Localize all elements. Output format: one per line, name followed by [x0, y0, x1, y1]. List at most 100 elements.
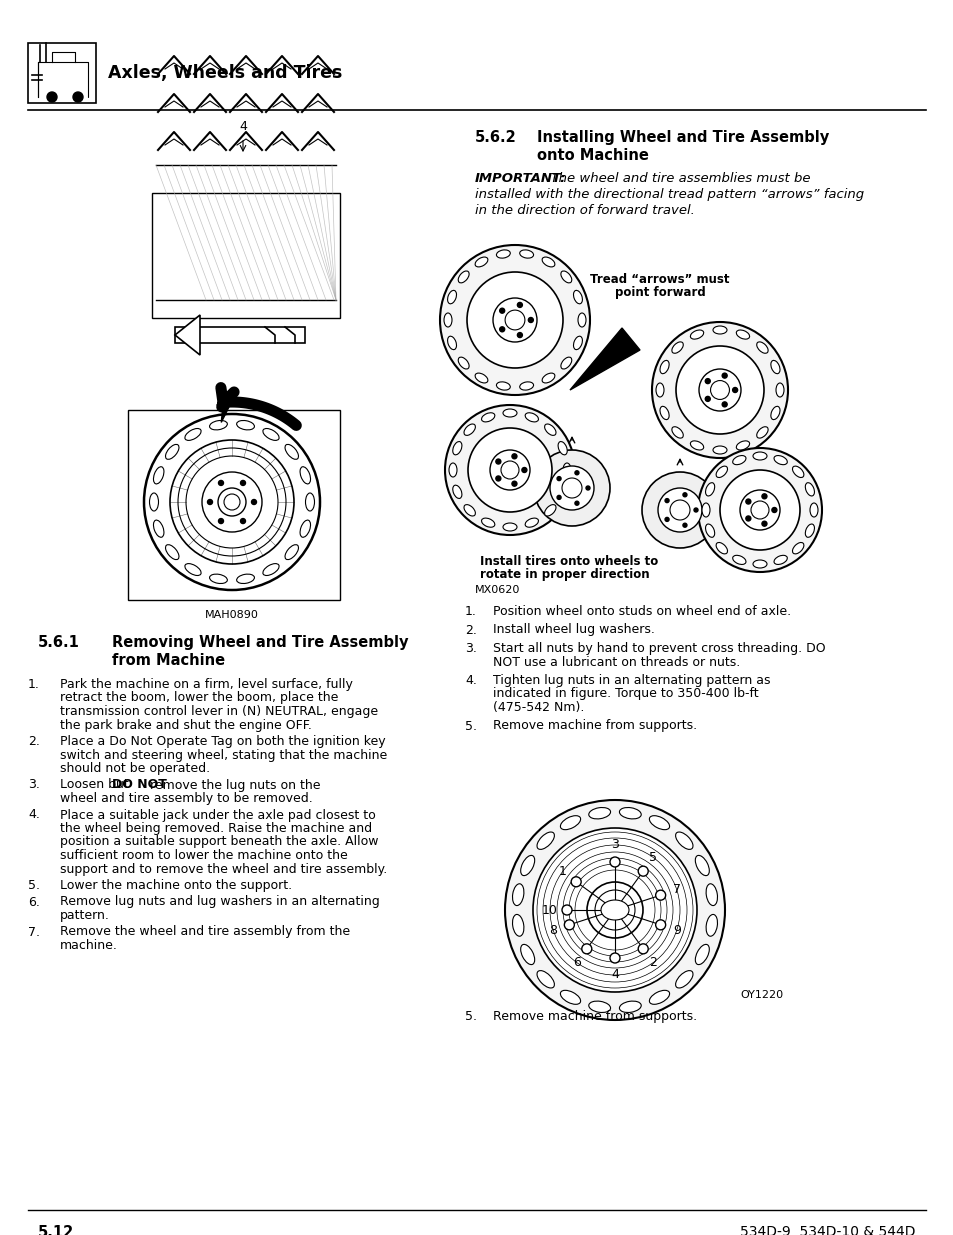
Circle shape	[533, 827, 697, 992]
Text: Install tires onto wheels to: Install tires onto wheels to	[479, 555, 658, 568]
Text: MAH0890: MAH0890	[205, 610, 258, 620]
Text: transmission control lever in (N) NEUTRAL, engage: transmission control lever in (N) NEUTRA…	[60, 705, 377, 718]
Ellipse shape	[512, 884, 523, 905]
Ellipse shape	[559, 815, 580, 830]
Text: Loosen but: Loosen but	[60, 778, 132, 792]
Ellipse shape	[792, 466, 803, 478]
Text: machine.: machine.	[60, 939, 118, 952]
Circle shape	[575, 471, 578, 474]
Circle shape	[499, 309, 504, 314]
Circle shape	[47, 91, 57, 103]
Circle shape	[682, 524, 686, 527]
Text: Installing Wheel and Tire Assembly: Installing Wheel and Tire Assembly	[537, 130, 828, 144]
Circle shape	[669, 500, 689, 520]
Circle shape	[704, 396, 710, 401]
Ellipse shape	[773, 556, 786, 564]
Ellipse shape	[558, 442, 567, 454]
Ellipse shape	[519, 382, 533, 390]
Circle shape	[202, 472, 262, 532]
Circle shape	[750, 501, 768, 519]
Ellipse shape	[263, 429, 279, 441]
Circle shape	[218, 480, 223, 485]
Ellipse shape	[449, 463, 456, 477]
Polygon shape	[569, 329, 639, 390]
Text: onto Machine: onto Machine	[537, 148, 648, 163]
Ellipse shape	[671, 342, 682, 353]
Ellipse shape	[712, 326, 726, 333]
Text: 5.: 5.	[464, 720, 476, 732]
Circle shape	[534, 450, 609, 526]
Ellipse shape	[770, 406, 780, 420]
Circle shape	[693, 508, 698, 513]
Text: OY1220: OY1220	[740, 990, 782, 1000]
Text: installed with the directional tread pattern “arrows” facing: installed with the directional tread pat…	[475, 188, 863, 201]
Text: 5: 5	[649, 851, 657, 864]
Circle shape	[720, 471, 800, 550]
Ellipse shape	[150, 493, 158, 511]
Ellipse shape	[705, 884, 717, 905]
Circle shape	[586, 882, 642, 939]
Ellipse shape	[300, 467, 310, 484]
Text: 9: 9	[672, 924, 680, 936]
Text: 7.: 7.	[28, 925, 40, 939]
Bar	[152, 193, 339, 317]
Bar	[128, 410, 339, 600]
Polygon shape	[221, 394, 235, 422]
Ellipse shape	[732, 556, 745, 564]
Text: Tighten lug nuts in an alternating pattern as: Tighten lug nuts in an alternating patte…	[493, 674, 770, 687]
Circle shape	[218, 519, 223, 524]
Circle shape	[500, 461, 518, 479]
Circle shape	[561, 905, 572, 915]
Circle shape	[682, 493, 686, 496]
Text: Removing Wheel and Tire Assembly: Removing Wheel and Tire Assembly	[112, 635, 408, 650]
Ellipse shape	[649, 990, 669, 1004]
Ellipse shape	[305, 493, 314, 511]
Circle shape	[771, 508, 776, 513]
Ellipse shape	[716, 542, 727, 553]
Ellipse shape	[736, 441, 749, 450]
Circle shape	[499, 327, 504, 332]
Ellipse shape	[520, 945, 534, 965]
Circle shape	[609, 953, 619, 963]
Ellipse shape	[770, 361, 780, 374]
Text: Start all nuts by hand to prevent cross threading. DO: Start all nuts by hand to prevent cross …	[493, 642, 824, 655]
Ellipse shape	[481, 519, 495, 527]
Ellipse shape	[463, 424, 475, 436]
Circle shape	[676, 346, 763, 433]
Text: 10: 10	[541, 904, 558, 916]
Circle shape	[496, 459, 500, 464]
Text: 8: 8	[549, 924, 557, 936]
Circle shape	[745, 516, 750, 521]
Ellipse shape	[210, 574, 227, 583]
Ellipse shape	[560, 357, 571, 369]
Text: 1.: 1.	[28, 678, 40, 692]
Text: Remove machine from supports.: Remove machine from supports.	[493, 1010, 697, 1023]
Text: indicated in figure. Torque to 350-400 lb-ft: indicated in figure. Torque to 350-400 l…	[493, 688, 758, 700]
Text: should not be operated.: should not be operated.	[60, 762, 210, 776]
Text: Remove the wheel and tire assembly from the: Remove the wheel and tire assembly from …	[60, 925, 350, 939]
Text: Lower the machine onto the support.: Lower the machine onto the support.	[60, 879, 292, 892]
Text: 4: 4	[611, 968, 618, 982]
Circle shape	[468, 429, 552, 513]
Ellipse shape	[792, 542, 803, 553]
Ellipse shape	[443, 312, 452, 327]
Ellipse shape	[705, 914, 717, 936]
Text: 3.: 3.	[464, 642, 476, 655]
Ellipse shape	[809, 503, 817, 517]
Text: NOT use a lubricant on threads or nuts.: NOT use a lubricant on threads or nuts.	[493, 656, 740, 668]
Ellipse shape	[756, 342, 767, 353]
Ellipse shape	[573, 336, 581, 350]
Text: 5.6.2: 5.6.2	[475, 130, 517, 144]
Circle shape	[557, 495, 560, 499]
Ellipse shape	[558, 485, 567, 499]
Circle shape	[699, 369, 740, 411]
Ellipse shape	[578, 312, 585, 327]
Circle shape	[638, 866, 647, 876]
Text: the park brake and shut the engine OFF.: the park brake and shut the engine OFF.	[60, 719, 312, 731]
Circle shape	[721, 401, 726, 406]
Circle shape	[493, 298, 537, 342]
Circle shape	[439, 245, 589, 395]
Ellipse shape	[600, 900, 628, 920]
Text: 2.: 2.	[464, 624, 476, 636]
Ellipse shape	[701, 503, 709, 517]
